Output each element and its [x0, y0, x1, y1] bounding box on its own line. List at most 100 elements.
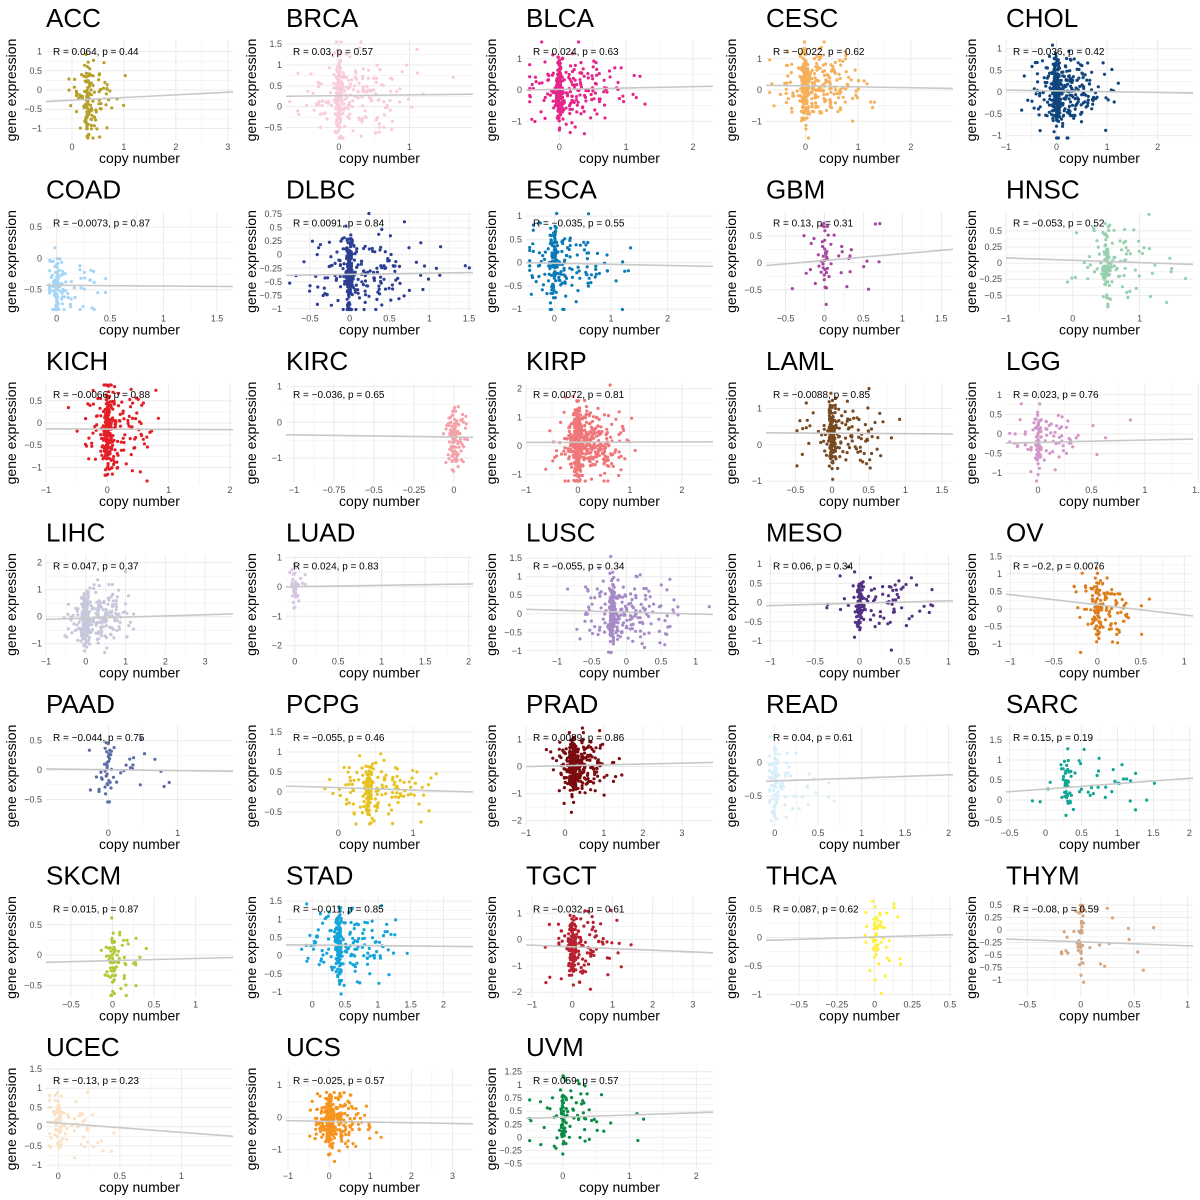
data-point	[599, 590, 603, 594]
data-point	[104, 457, 109, 461]
data-point	[566, 447, 570, 451]
data-point	[1057, 435, 1061, 439]
data-point	[1038, 94, 1042, 98]
data-point	[595, 587, 599, 591]
data-point	[438, 273, 442, 277]
data-point	[1063, 83, 1067, 87]
data-point	[587, 276, 591, 280]
data-point	[112, 636, 116, 640]
data-point	[107, 467, 111, 471]
data-point	[375, 266, 379, 270]
data-point	[1104, 96, 1108, 100]
data-point	[341, 71, 345, 75]
data-point	[616, 621, 620, 625]
data-point	[83, 628, 87, 632]
data-point	[795, 89, 799, 93]
data-point	[833, 411, 837, 415]
data-point	[557, 275, 561, 279]
data-point	[826, 233, 830, 237]
data-point	[1065, 78, 1069, 82]
y-tick-label: 0	[517, 441, 522, 451]
y-tick-label: −1	[512, 469, 522, 479]
data-point	[97, 73, 101, 77]
data-point	[601, 579, 605, 583]
data-point	[568, 101, 573, 106]
data-point	[573, 432, 577, 436]
data-point	[839, 106, 843, 110]
data-point	[540, 288, 544, 292]
data-point	[453, 425, 457, 429]
data-point	[105, 429, 109, 434]
data-point	[1061, 449, 1066, 453]
data-point	[614, 617, 619, 621]
data-point	[561, 241, 565, 246]
data-point	[308, 289, 312, 293]
correlation-annotation: R = −0.055, p = 0.34	[533, 562, 625, 573]
y-tick-label: −0.5	[984, 109, 1002, 119]
data-point	[118, 424, 122, 428]
data-point	[122, 103, 126, 107]
data-point	[1112, 228, 1116, 232]
data-point	[866, 406, 870, 410]
data-point	[589, 619, 594, 623]
data-point	[589, 477, 594, 481]
data-point	[1095, 267, 1099, 271]
data-point	[85, 645, 89, 649]
data-point	[312, 108, 316, 112]
data-point	[585, 265, 589, 269]
data-point	[92, 90, 96, 94]
data-point	[582, 74, 586, 78]
y-tick-label: −0.5	[264, 123, 282, 133]
data-point	[346, 269, 350, 273]
data-point	[311, 91, 315, 96]
x-tick-label: 0	[69, 142, 74, 152]
data-point	[1062, 96, 1066, 101]
data-point	[857, 435, 861, 439]
data-point	[617, 410, 621, 414]
data-point	[1072, 116, 1076, 120]
data-point	[795, 429, 799, 433]
x-tick-label: 1	[903, 485, 908, 495]
data-point	[1015, 444, 1020, 449]
data-point	[1030, 64, 1034, 69]
data-point	[564, 122, 568, 126]
data-point	[106, 464, 110, 468]
data-point	[630, 416, 634, 420]
data-point	[528, 63, 532, 67]
panel-meso: −1 −0.5 0 0.5 1−1−0.500.51 R = 0.06, p = 0.34…	[723, 518, 954, 681]
data-point	[335, 48, 339, 53]
data-point	[1080, 83, 1084, 87]
data-point	[855, 96, 860, 100]
data-point	[633, 448, 637, 453]
y-tick-label: 1	[517, 572, 522, 582]
data-point	[621, 585, 625, 589]
data-point	[866, 438, 870, 442]
x-tick-label: 0	[336, 142, 341, 152]
data-point	[854, 89, 858, 93]
data-point	[123, 602, 128, 606]
data-point	[584, 433, 588, 437]
data-point	[802, 68, 806, 72]
data-point	[108, 418, 112, 422]
data-point	[620, 424, 625, 428]
panel-title: LAML	[766, 346, 834, 376]
data-point	[829, 86, 833, 90]
data-point	[90, 306, 94, 310]
data-point	[803, 58, 807, 63]
data-point	[824, 270, 829, 275]
data-point	[1042, 98, 1046, 102]
data-point	[1126, 249, 1130, 253]
data-point	[790, 287, 794, 291]
data-point	[89, 88, 93, 92]
data-point	[803, 80, 807, 84]
data-point	[551, 90, 555, 95]
correlation-annotation: R = 0.023, p = 0.76	[1013, 390, 1099, 401]
x-tick-label: −1	[552, 657, 562, 667]
data-point	[375, 63, 379, 67]
data-point	[528, 259, 532, 263]
data-point	[327, 66, 331, 70]
data-point	[351, 129, 355, 133]
data-point	[1064, 425, 1068, 429]
data-point	[102, 61, 106, 65]
data-point	[422, 264, 427, 268]
